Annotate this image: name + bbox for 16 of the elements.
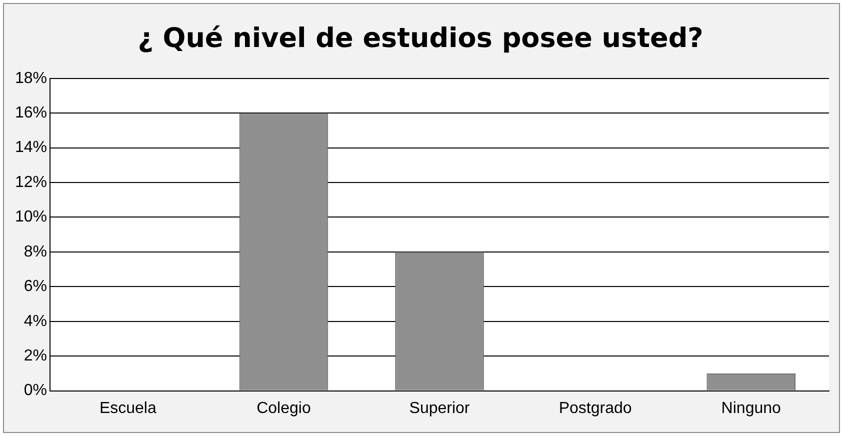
x-tick-label: Colegio [256, 400, 311, 417]
y-tick-label: 4% [24, 312, 48, 330]
y-tick-label: 8% [24, 243, 48, 260]
x-tick-label: Ninguno [721, 400, 781, 417]
y-tick-label: 14% [14, 139, 48, 156]
x-tick-label: Superior [409, 400, 470, 417]
y-tick-label: 6% [24, 278, 48, 296]
y-tick-label: 2% [24, 347, 48, 364]
y-tick-label: 12% [14, 174, 48, 191]
x-tick-label: Postgrado [558, 400, 632, 417]
y-tick-label: 0% [24, 382, 48, 400]
x-tick-label: Escuela [99, 400, 156, 417]
y-tick-label: 16% [14, 104, 48, 122]
chart-title: ¿ Qué nivel de estudios posee usted? [138, 23, 704, 54]
y-tick-label: 10% [14, 208, 48, 226]
y-tick-label: 18% [14, 70, 48, 87]
